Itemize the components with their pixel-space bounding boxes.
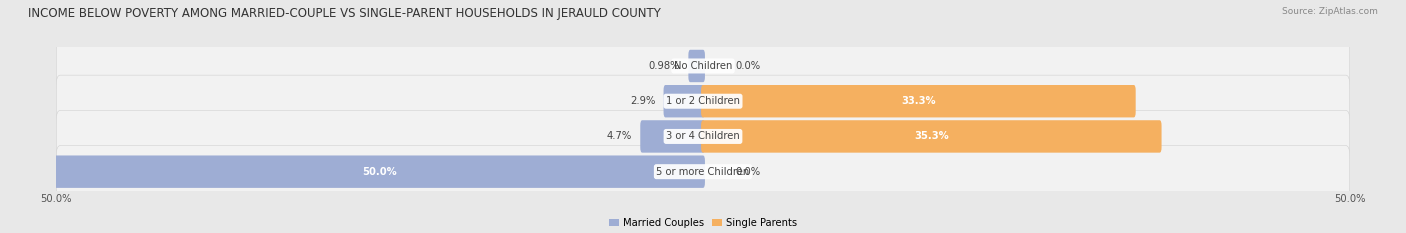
Text: 5 or more Children: 5 or more Children (657, 167, 749, 177)
FancyBboxPatch shape (56, 110, 1350, 163)
FancyBboxPatch shape (55, 155, 704, 188)
FancyBboxPatch shape (56, 40, 1350, 92)
Text: INCOME BELOW POVERTY AMONG MARRIED-COUPLE VS SINGLE-PARENT HOUSEHOLDS IN JERAULD: INCOME BELOW POVERTY AMONG MARRIED-COUPL… (28, 7, 661, 20)
FancyBboxPatch shape (702, 85, 1136, 117)
Text: 35.3%: 35.3% (914, 131, 949, 141)
Text: 4.7%: 4.7% (606, 131, 631, 141)
Text: 0.98%: 0.98% (648, 61, 681, 71)
Text: 0.0%: 0.0% (735, 167, 761, 177)
Legend: Married Couples, Single Parents: Married Couples, Single Parents (605, 214, 801, 232)
FancyBboxPatch shape (640, 120, 704, 153)
Text: 1 or 2 Children: 1 or 2 Children (666, 96, 740, 106)
Text: 3 or 4 Children: 3 or 4 Children (666, 131, 740, 141)
FancyBboxPatch shape (689, 50, 704, 82)
Text: 2.9%: 2.9% (630, 96, 655, 106)
Text: 33.3%: 33.3% (901, 96, 935, 106)
FancyBboxPatch shape (56, 75, 1350, 127)
FancyBboxPatch shape (56, 146, 1350, 198)
Text: 50.0%: 50.0% (363, 167, 396, 177)
Text: 0.0%: 0.0% (735, 61, 761, 71)
FancyBboxPatch shape (664, 85, 704, 117)
Text: No Children: No Children (673, 61, 733, 71)
FancyBboxPatch shape (702, 120, 1161, 153)
Text: Source: ZipAtlas.com: Source: ZipAtlas.com (1282, 7, 1378, 16)
